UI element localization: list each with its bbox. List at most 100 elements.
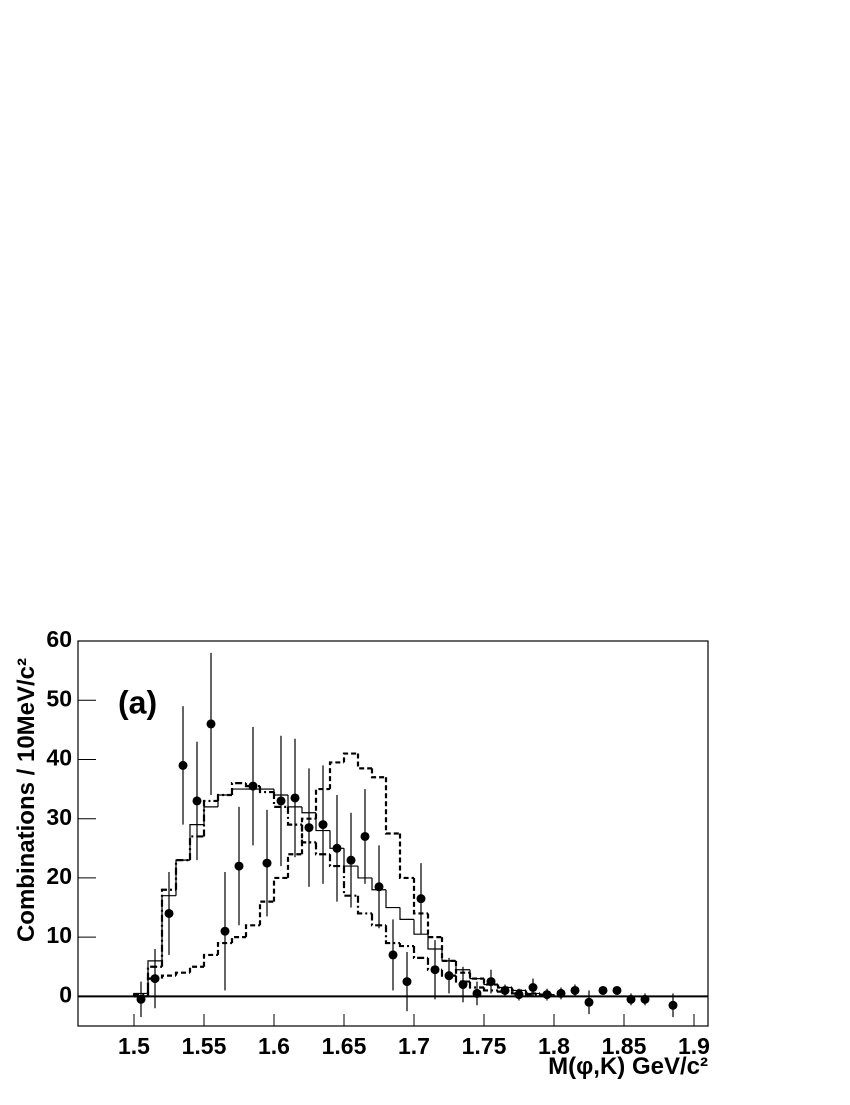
data-point [150, 974, 160, 984]
histogram-step [244, 924, 260, 938]
data-point [206, 719, 216, 729]
data-point [584, 997, 594, 1007]
data-point [164, 908, 174, 918]
histogram-step [301, 806, 316, 814]
y-tick-label: 60 [46, 626, 72, 652]
y-tick-label: 40 [46, 745, 72, 771]
histogram-step [482, 987, 498, 992]
data-point [136, 994, 146, 1004]
data-point [612, 985, 622, 995]
y-tick-label: 30 [46, 804, 72, 830]
data-point [444, 971, 454, 981]
data-point [668, 1000, 678, 1010]
histogram-step [231, 788, 246, 795]
histogram-step [230, 936, 246, 944]
histogram-step [384, 925, 400, 945]
histogram-step [314, 842, 330, 856]
y-tick-label: 50 [46, 685, 72, 711]
histogram-step [370, 768, 386, 779]
data-point [178, 760, 188, 770]
x-tick-label: 1.75 [462, 1033, 507, 1059]
data-point [458, 980, 468, 990]
data-point [248, 781, 258, 791]
data-point [640, 994, 650, 1004]
data-point [290, 793, 300, 803]
histogram-step [202, 799, 218, 837]
data-point [486, 977, 496, 987]
data-point [500, 985, 510, 995]
data-point [262, 858, 272, 868]
histogram-step [174, 971, 190, 976]
histogram-step [287, 795, 302, 808]
data-point [234, 861, 244, 871]
histogram-step [244, 783, 260, 788]
plot-frame [77, 640, 709, 1027]
histogram-step [384, 777, 400, 835]
histogram-step [216, 941, 232, 955]
histogram-step [314, 787, 330, 819]
histogram-step [357, 866, 372, 879]
histogram-step [385, 889, 400, 909]
data-point [220, 926, 230, 936]
data-point [416, 894, 426, 904]
x-tick-label: 1.55 [182, 1033, 227, 1059]
histogram-step [342, 752, 358, 763]
histogram-step [272, 876, 288, 902]
data-point [528, 983, 538, 992]
histogram-step [160, 888, 176, 967]
histogram-step [174, 859, 190, 890]
histogram-step [398, 833, 414, 880]
histogram-step [524, 990, 540, 995]
data-point [598, 985, 608, 995]
x-tick-label: 1.8 [538, 1033, 570, 1059]
histogram-step [412, 946, 428, 959]
histogram-step [427, 934, 442, 950]
histogram-step [398, 943, 414, 948]
histogram-step [370, 913, 386, 927]
histogram-step [188, 835, 204, 861]
histogram-step [510, 987, 526, 992]
data-point [388, 950, 398, 960]
histogram-step [272, 792, 288, 808]
histogram-step [203, 806, 218, 825]
histogram-step [356, 895, 372, 915]
data-point [346, 855, 356, 865]
x-tick-label: 1.9 [678, 1033, 710, 1059]
y-tick-label: 20 [46, 863, 72, 889]
histogram-step [468, 972, 484, 980]
histogram-step [258, 900, 274, 926]
histogram-step [328, 854, 344, 868]
y-axis-label: Combinations / 10MeV/c² [13, 658, 40, 942]
data-point [318, 820, 328, 830]
x-tick-label: 1.6 [258, 1033, 290, 1059]
histogram-step [217, 794, 232, 807]
annotation: (a) [118, 684, 157, 720]
histogram-step [188, 965, 204, 973]
histogram-step [300, 817, 316, 855]
histogram-step [468, 981, 484, 989]
data-point [556, 988, 566, 998]
data-point [430, 965, 440, 975]
histogram-step [286, 853, 302, 878]
histogram-step [160, 974, 176, 979]
y-tick-label: 0 [59, 981, 72, 1007]
histogram-step [426, 913, 442, 939]
x-tick-label: 1.5 [118, 1033, 150, 1059]
data-point [332, 843, 342, 853]
histogram-step [216, 793, 232, 801]
histogram-step [440, 937, 456, 962]
data-point [626, 994, 636, 1004]
histogram-step [399, 907, 414, 920]
data-point [514, 990, 524, 1000]
histogram-step [147, 960, 162, 994]
data-point [304, 823, 314, 833]
data-point [402, 977, 412, 987]
data-point [360, 831, 370, 841]
histogram-step [286, 806, 302, 826]
histogram-step [356, 753, 372, 770]
x-tick-label: 1.85 [602, 1033, 647, 1059]
x-tick-label: 1.7 [398, 1033, 430, 1059]
data-point [192, 796, 202, 806]
histogram-step [412, 877, 428, 915]
